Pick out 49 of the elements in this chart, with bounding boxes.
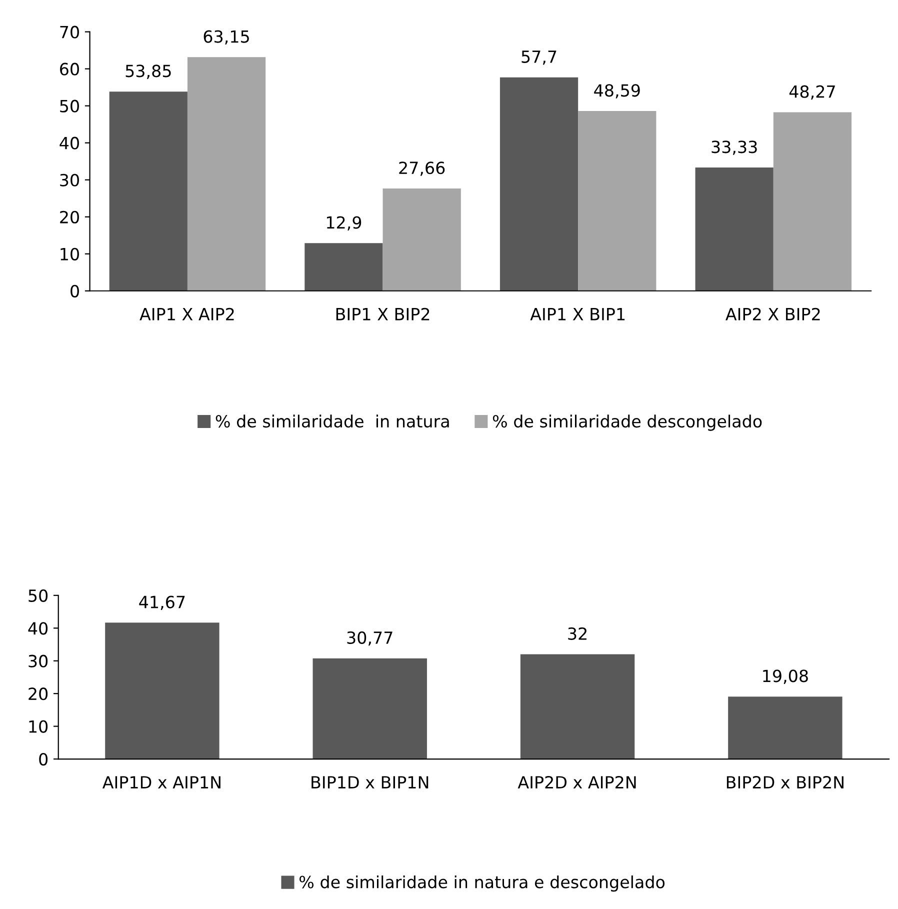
data-label: 32 (568, 627, 586, 640)
bar (695, 168, 774, 291)
y-tick-label: 50 (60, 100, 79, 112)
x-tick-label: AIP2 X BIP2 (726, 308, 820, 320)
data-label: 41,67 (139, 596, 185, 610)
data-label: 53,85 (126, 64, 171, 79)
x-tick-label: AIP1D x AIP1N (102, 776, 220, 788)
legend-label: % de similaridade descongelado (492, 414, 762, 431)
bar (304, 243, 383, 291)
y-tick-label: 40 (28, 622, 48, 635)
bar (105, 622, 220, 760)
data-label: 48,59 (594, 84, 640, 98)
data-label: 57,7 (522, 50, 556, 65)
data-label: 48,27 (789, 85, 835, 100)
y-tick-label: 10 (60, 248, 79, 260)
x-tick-label: BIP1D x BIP1N (312, 776, 428, 788)
y-tick-label: 20 (28, 688, 48, 700)
y-tick-label: 30 (60, 174, 79, 186)
legend-label: % de similaridade in natura e descongelado (300, 875, 665, 892)
x-tick-label: AIP1 X AIP2 (140, 308, 234, 320)
y-tick-label: 10 (29, 720, 48, 733)
data-label: 33,33 (712, 140, 757, 155)
y-tick-label: 0 (70, 284, 79, 298)
legend-label: % de similaridade in natura (216, 414, 449, 428)
data-label: 12,9 (326, 216, 362, 230)
bar (187, 57, 266, 291)
y-tick-label: 0 (39, 752, 48, 766)
x-tick-label: AIP2D x AIP2N (518, 776, 636, 788)
x-tick-label: BIP1 X BIP2 (336, 308, 430, 320)
bar (109, 92, 188, 291)
bar (578, 111, 656, 291)
bar (773, 112, 852, 291)
bar (312, 658, 427, 760)
data-label: 19,08 (763, 670, 808, 684)
data-label: 27,66 (399, 162, 445, 176)
bar (382, 188, 461, 291)
y-tick-label: 30 (28, 654, 48, 668)
y-tick-label: 20 (60, 210, 79, 224)
y-tick-label: 70 (60, 26, 79, 38)
bar (728, 696, 842, 760)
data-label: 30,77 (347, 631, 392, 646)
data-label: 63,15 (204, 30, 249, 45)
y-tick-label: 60 (60, 62, 79, 76)
y-tick-label: 50 (28, 589, 48, 602)
x-tick-label: BIP2D x BIP2N (726, 776, 844, 788)
bar (520, 654, 635, 760)
x-tick-label: AIP1 X BIP1 (530, 308, 625, 320)
y-tick-label: 40 (60, 136, 79, 150)
bar (500, 77, 578, 291)
